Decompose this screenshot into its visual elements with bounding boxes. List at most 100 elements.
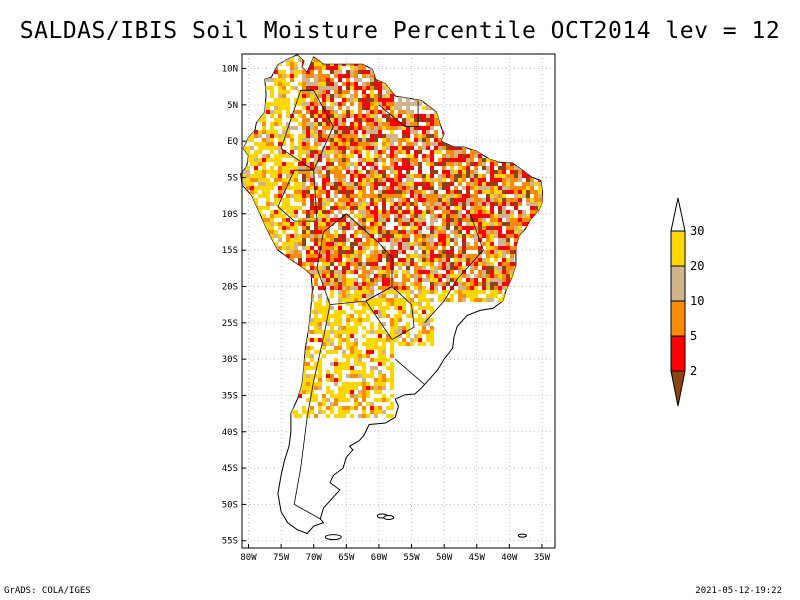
shade-cell	[266, 266, 270, 270]
shade-cell	[366, 154, 370, 158]
shade-cell	[250, 70, 254, 74]
shade-cell	[258, 254, 262, 258]
shade-cell	[390, 370, 394, 374]
shade-cell	[262, 306, 266, 310]
shade-cell	[258, 354, 262, 358]
shade-cell	[374, 58, 378, 62]
shade-cell	[346, 314, 350, 318]
lat-tick-label: 35S	[222, 391, 238, 401]
shade-cell	[298, 278, 302, 282]
shade-cell	[362, 274, 366, 278]
shade-cell	[378, 354, 382, 358]
shade-cell	[282, 398, 286, 402]
shade-cell	[270, 94, 274, 98]
shade-cell	[438, 58, 442, 62]
shade-cell	[314, 218, 318, 222]
shade-cell	[506, 230, 510, 234]
shade-cell	[510, 54, 514, 58]
shade-cell	[310, 230, 314, 234]
shade-cell	[258, 146, 262, 150]
shade-cell	[314, 94, 318, 98]
shade-cell	[330, 78, 334, 82]
shade-cell	[514, 150, 518, 154]
shade-cell	[518, 194, 522, 198]
shade-cell	[318, 318, 322, 322]
shade-cell	[458, 170, 462, 174]
shade-cell	[282, 314, 286, 318]
shade-cell	[418, 270, 422, 274]
shade-cell	[442, 158, 446, 162]
shade-cell	[526, 118, 530, 122]
shade-cell	[350, 182, 354, 186]
shade-cell	[518, 150, 522, 154]
shade-cell	[382, 222, 386, 226]
shade-cell	[454, 158, 458, 162]
shade-cell	[414, 294, 418, 298]
shade-cell	[270, 102, 274, 106]
shade-cell	[386, 194, 390, 198]
shade-cell	[530, 190, 534, 194]
shade-cell	[322, 214, 326, 218]
shade-cell	[474, 126, 478, 130]
shade-cell	[406, 334, 410, 338]
shade-cell	[406, 266, 410, 270]
shade-cell	[334, 274, 338, 278]
shade-cell	[250, 138, 254, 142]
shade-cell	[254, 214, 258, 218]
shade-cell	[458, 214, 462, 218]
shade-cell	[358, 226, 362, 230]
shade-cell	[434, 90, 438, 94]
shade-cell	[274, 82, 278, 86]
shade-cell	[374, 338, 378, 342]
shade-cell	[382, 330, 386, 334]
shade-cell	[382, 218, 386, 222]
shade-cell	[446, 270, 450, 274]
shade-cell	[366, 242, 370, 246]
shade-cell	[534, 198, 538, 202]
shade-cell	[406, 86, 410, 90]
shade-cell	[322, 114, 326, 118]
shade-cell	[318, 94, 322, 98]
shade-cell	[270, 214, 274, 218]
shade-cell	[470, 150, 474, 154]
shade-cell	[510, 174, 514, 178]
shade-cell	[370, 294, 374, 298]
shade-cell	[386, 190, 390, 194]
shade-cell	[358, 198, 362, 202]
shade-cell	[526, 234, 530, 238]
shade-cell	[466, 226, 470, 230]
shade-cell	[434, 114, 438, 118]
shade-cell	[390, 302, 394, 306]
shade-cell	[274, 78, 278, 82]
shade-cell	[298, 158, 302, 162]
shade-cell	[530, 86, 534, 90]
shade-cell	[302, 326, 306, 330]
shade-cell	[498, 214, 502, 218]
shade-cell	[486, 210, 490, 214]
shade-cell	[494, 174, 498, 178]
shade-cell	[326, 118, 330, 122]
shade-cell	[478, 210, 482, 214]
shade-cell	[510, 158, 514, 162]
shade-cell	[526, 98, 530, 102]
shade-cell	[522, 266, 526, 270]
shade-cell	[406, 182, 410, 186]
shade-cell	[494, 286, 498, 290]
shade-cell	[278, 142, 282, 146]
shade-cell	[374, 274, 378, 278]
shade-cell	[450, 210, 454, 214]
shade-cell	[538, 274, 542, 278]
shade-cell	[522, 106, 526, 110]
shade-cell	[258, 90, 262, 94]
shade-cell	[462, 146, 466, 150]
shade-cell	[310, 266, 314, 270]
shade-cell	[410, 218, 414, 222]
shade-cell	[506, 250, 510, 254]
shade-cell	[386, 230, 390, 234]
shade-cell	[290, 310, 294, 314]
shade-cell	[442, 262, 446, 266]
shade-cell	[286, 122, 290, 126]
shade-cell	[318, 402, 322, 406]
shade-cell	[538, 98, 542, 102]
shade-cell	[514, 102, 518, 106]
